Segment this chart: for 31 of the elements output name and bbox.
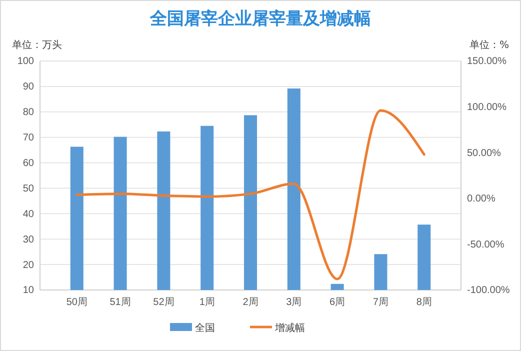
legend-label: 增减幅 (274, 322, 305, 334)
x-tick-label: 2周 (242, 297, 258, 308)
chart-title: 全国屠宰企业屠宰量及增减幅 (149, 9, 371, 29)
y-tick-label: 30 (22, 234, 34, 246)
y2-tick-label: 100.00% (467, 102, 507, 113)
y-tick-label: 40 (22, 208, 34, 220)
y-tick-label: 90 (22, 82, 34, 93)
y2-tick-label: 50.00% (467, 148, 502, 159)
y-tick-label: 50 (22, 183, 34, 194)
line-series (76, 109, 426, 280)
x-tick-label: 50周 (66, 297, 88, 308)
y2-tick-label: 150.00% (467, 56, 507, 68)
y-tick-label: 80 (22, 107, 34, 118)
y2-tick-label: 0.00% (467, 194, 496, 205)
y2-axis-title: 单位：% (469, 39, 509, 51)
y-tick-label: 60 (22, 158, 34, 169)
legend-label: 全国 (195, 322, 215, 334)
x-tick-label: 1周 (199, 297, 215, 308)
y-axis-title: 单位：万头 (12, 39, 62, 51)
y2-tick-label: -100.00% (467, 285, 510, 296)
x-tick-label: 8周 (416, 297, 432, 308)
y-tick-label: 10 (22, 285, 34, 296)
x-tick-label: 51周 (110, 297, 131, 308)
y-tick-label: 20 (22, 260, 34, 271)
x-tick-label: 52周 (153, 297, 174, 308)
y-tick-label: 70 (22, 132, 34, 144)
y-tick-label: 100 (17, 56, 34, 68)
y2-tick-label: -50.00% (467, 239, 504, 250)
x-tick-label: 6周 (330, 297, 346, 308)
x-tick-label: 7周 (372, 297, 388, 308)
x-tick-label: 3周 (286, 297, 302, 308)
